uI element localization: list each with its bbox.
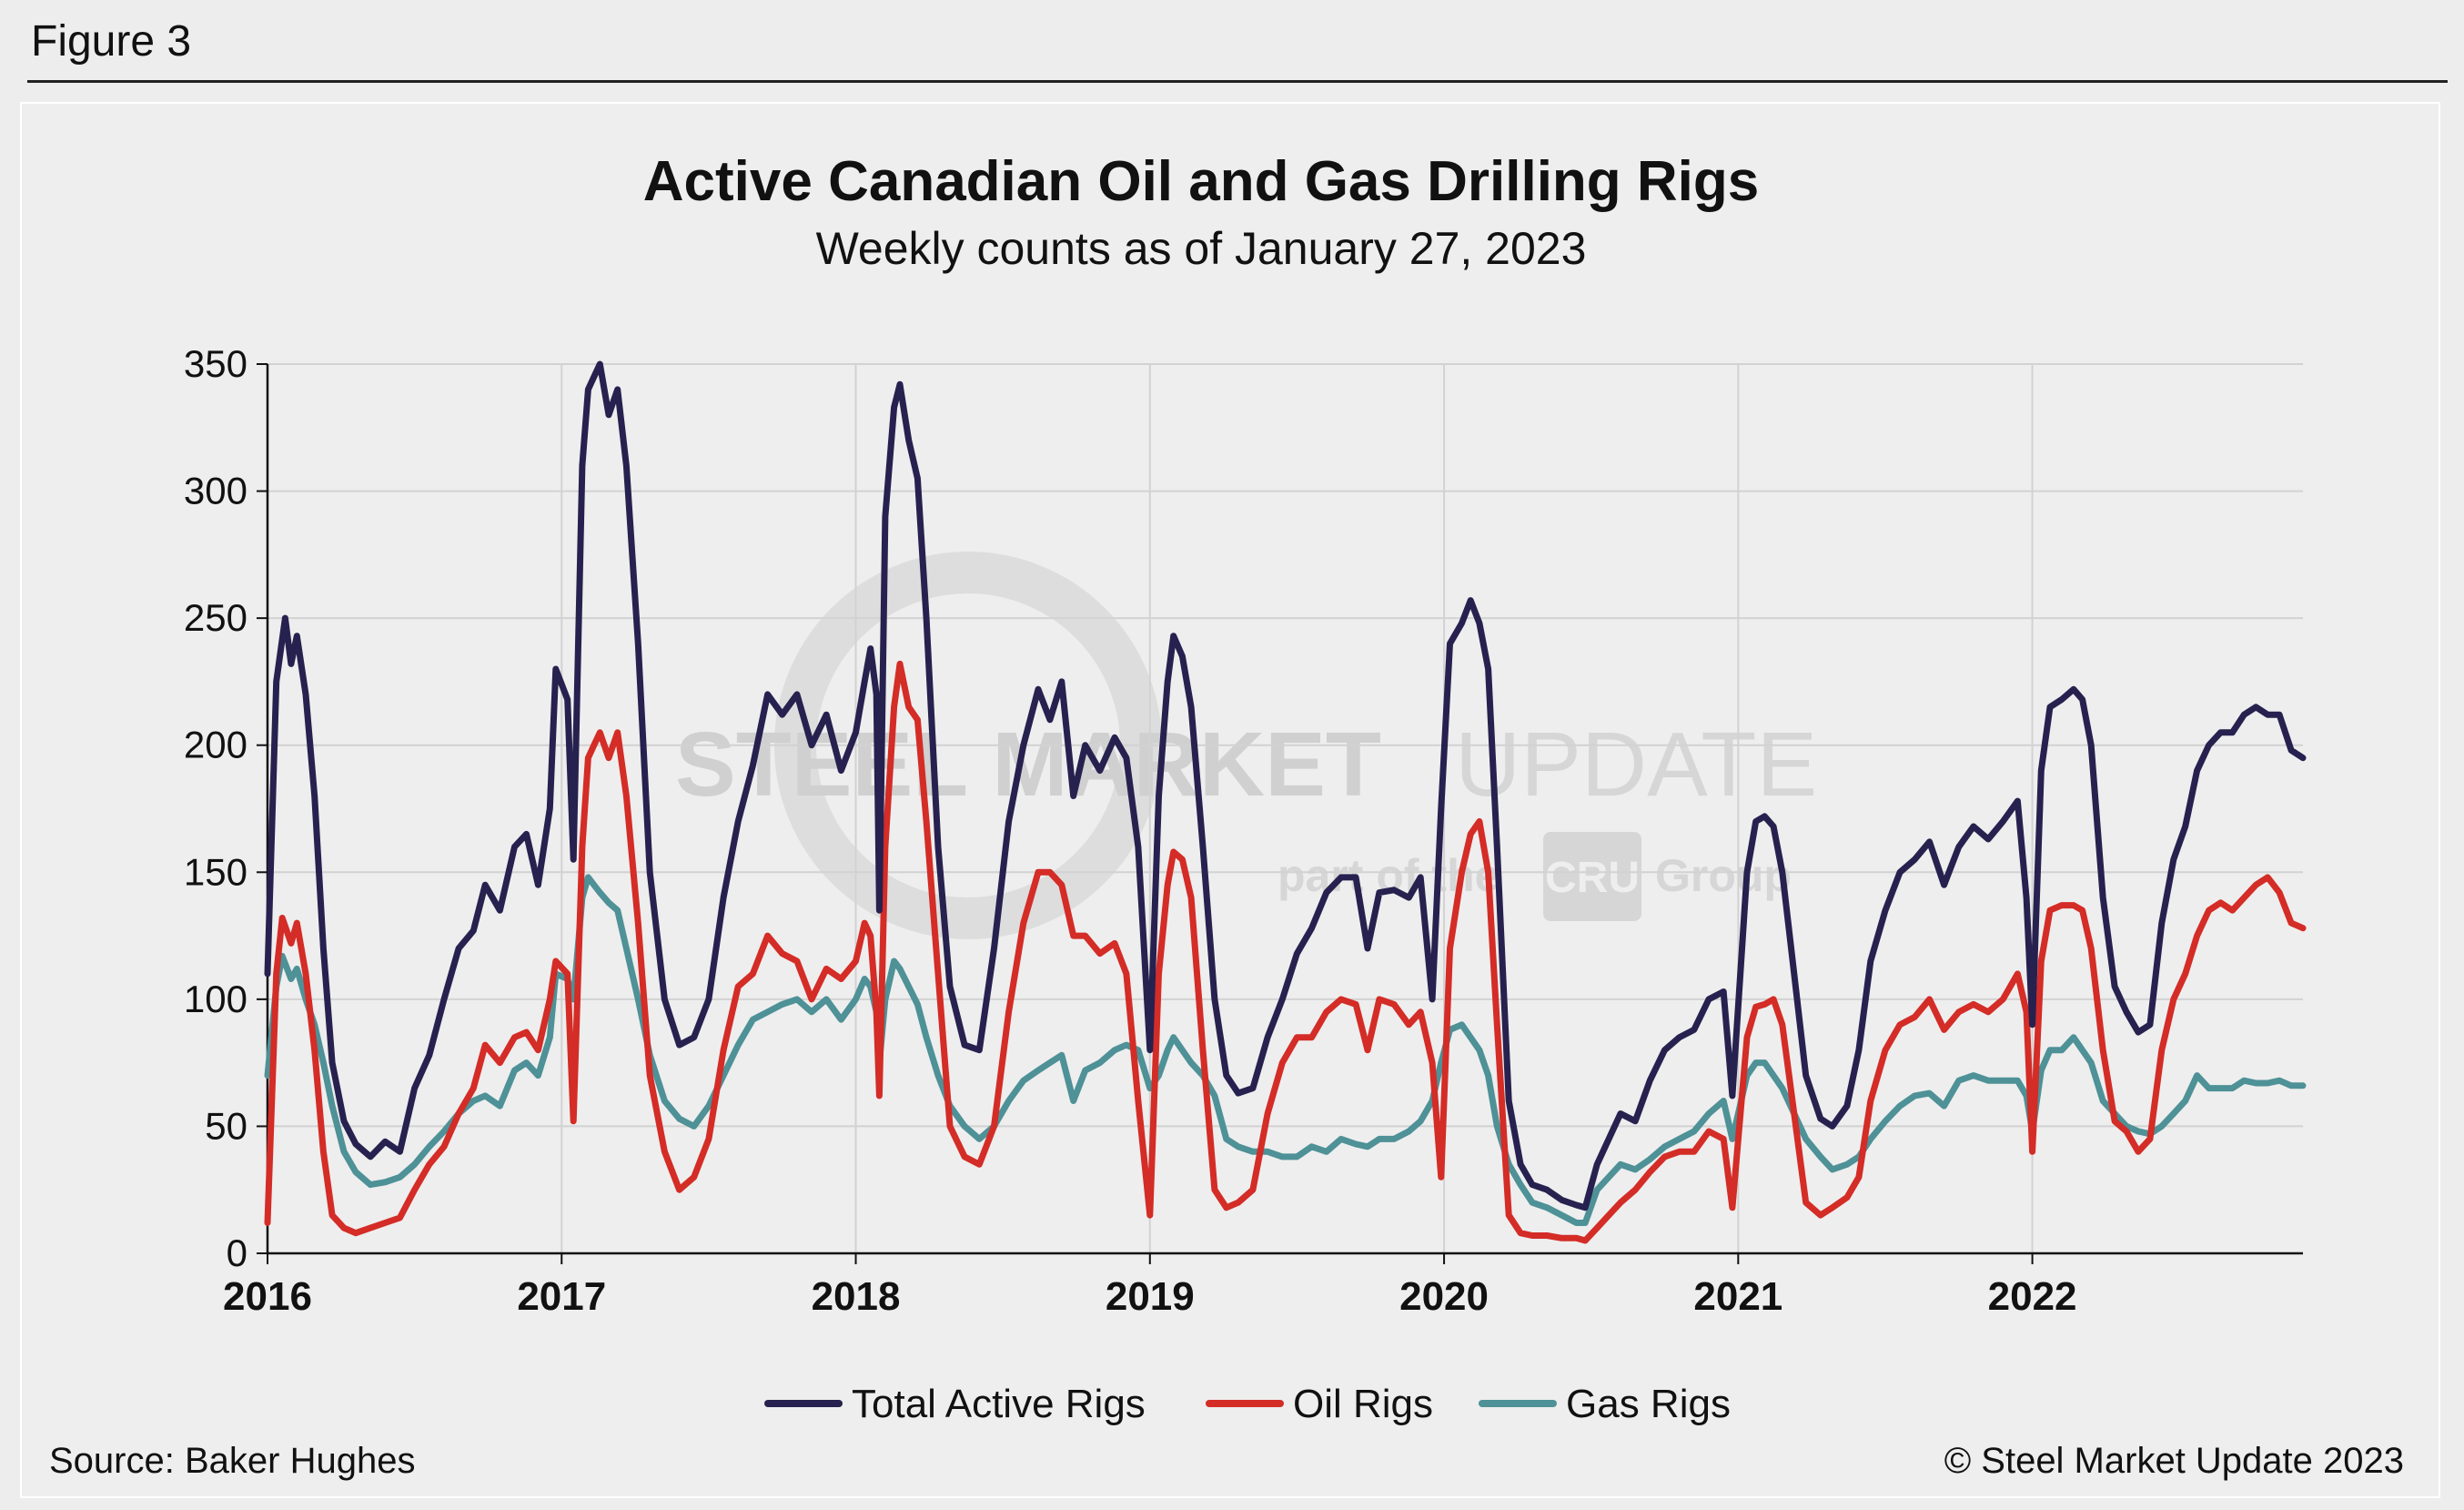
chart-title: Active Canadian Oil and Gas Drilling Rig… bbox=[643, 150, 1760, 213]
ticks: 0 50 100 150 200 250 300 350 2016 2017 2018 2019 202… bbox=[184, 342, 2077, 1319]
legend-item[interactable]: Oil Rigs bbox=[1206, 1382, 1433, 1426]
watermark-logo: CRU bbox=[1545, 854, 1640, 902]
legend-label: Oil Rigs bbox=[1293, 1382, 1433, 1426]
legend-label: Total Active Rigs bbox=[852, 1382, 1146, 1426]
x-tick-label: 2017 bbox=[517, 1274, 606, 1319]
series-layer bbox=[264, 360, 2307, 1244]
series-line-oil-rigs bbox=[264, 660, 2307, 1244]
y-tick-label: 0 bbox=[227, 1231, 247, 1274]
x-tick-label: 2019 bbox=[1106, 1274, 1195, 1319]
watermark-group: Group bbox=[1655, 850, 1792, 901]
chart-subtitle: Weekly counts as of January 27, 2023 bbox=[816, 223, 1587, 274]
chart-svg: STEEL MARKET UPDATE part of the CRU Grou… bbox=[49, 150, 2404, 1481]
source-note: Source: Baker Hughes bbox=[49, 1441, 415, 1481]
series-line-total-active-rigs bbox=[264, 360, 2307, 1211]
y-tick-label: 100 bbox=[184, 978, 247, 1020]
x-tick-label: 2016 bbox=[223, 1274, 312, 1319]
top-rule bbox=[27, 80, 2448, 83]
legend-item[interactable]: Gas Rigs bbox=[1479, 1382, 1731, 1426]
watermark-title-b: UPDATE bbox=[1455, 714, 1817, 816]
legend-item[interactable]: Total Active Rigs bbox=[764, 1382, 1146, 1426]
y-tick-label: 350 bbox=[184, 342, 247, 385]
x-tick-label: 2022 bbox=[1988, 1274, 2077, 1319]
figure-label: Figure 3 bbox=[31, 17, 192, 66]
watermark-logo-box bbox=[1543, 832, 1641, 921]
legend[interactable]: Total Active Rigs Oil Rigs Gas Rigs bbox=[764, 1382, 1731, 1426]
y-tick-label: 250 bbox=[184, 596, 247, 639]
watermark: STEEL MARKET UPDATE part of the CRU Grou… bbox=[675, 552, 1817, 939]
chart-panel: STEEL MARKET UPDATE part of the CRU Grou… bbox=[20, 102, 2440, 1498]
y-tick-label: 200 bbox=[184, 724, 247, 766]
x-tick-label: 2018 bbox=[812, 1274, 901, 1319]
copyright-note: © Steel Market Update 2023 bbox=[1944, 1441, 2404, 1481]
axes bbox=[266, 364, 2303, 1255]
y-tick-label: 50 bbox=[205, 1104, 247, 1147]
x-tick-label: 2021 bbox=[1693, 1274, 1782, 1319]
y-tick-label: 300 bbox=[184, 470, 247, 512]
series-line-gas-rigs bbox=[264, 874, 2307, 1226]
x-tick-label: 2020 bbox=[1399, 1274, 1489, 1319]
y-tick-label: 150 bbox=[184, 850, 247, 893]
legend-label: Gas Rigs bbox=[1566, 1382, 1731, 1426]
